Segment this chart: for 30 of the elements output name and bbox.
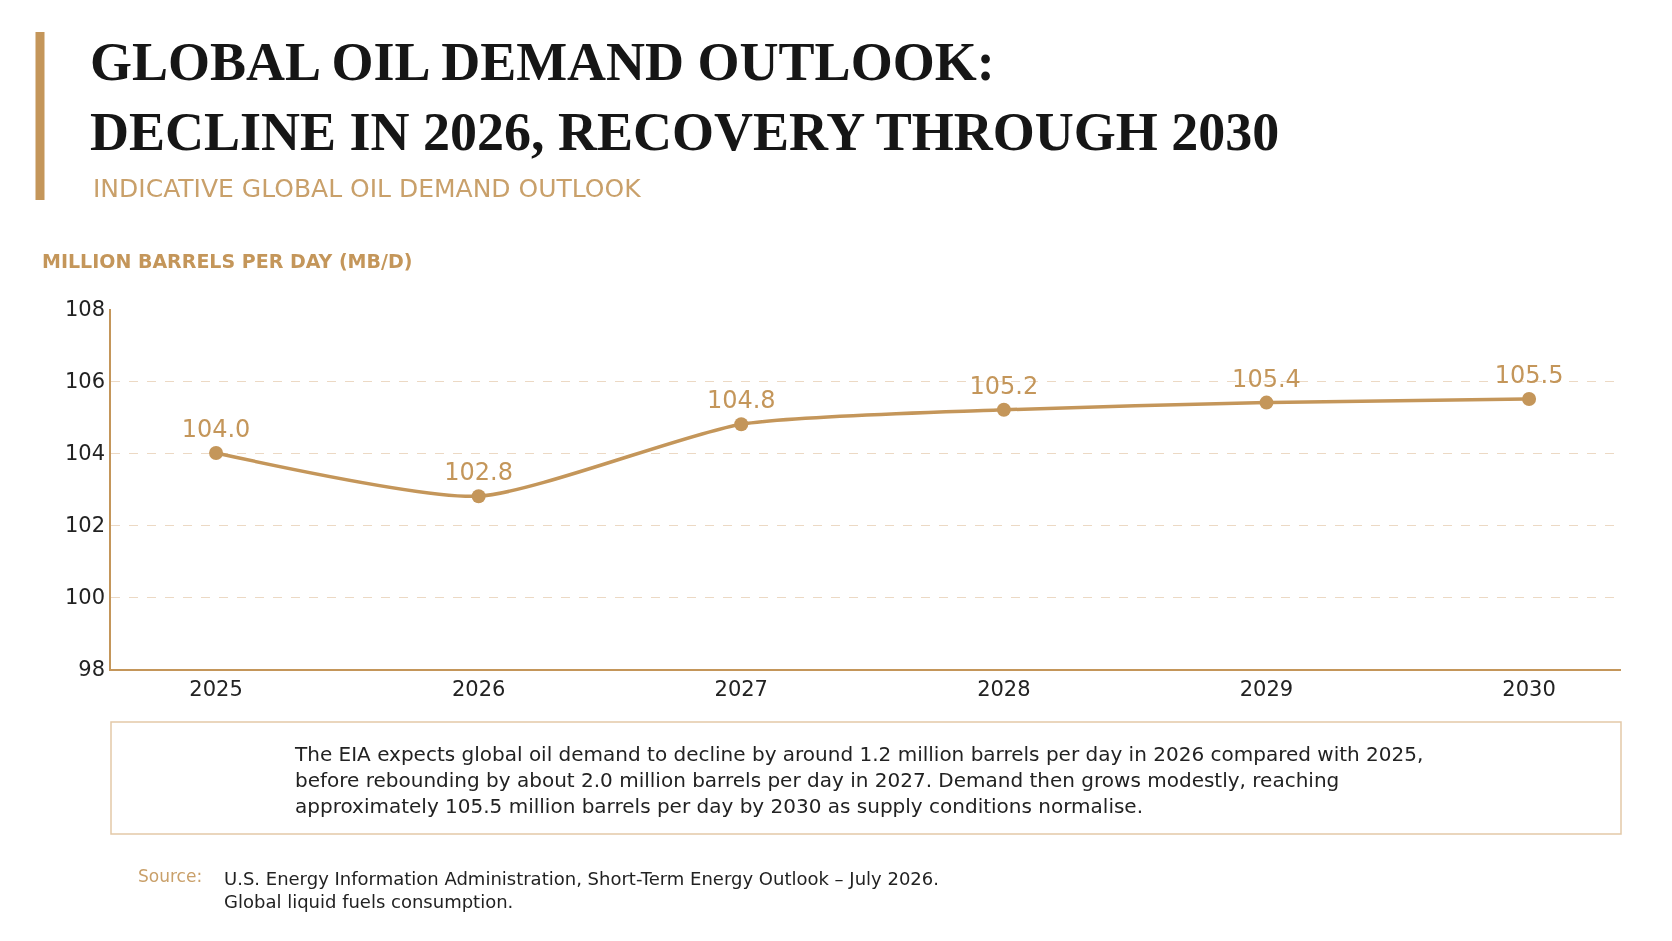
y-tick-label: 98 xyxy=(78,657,106,682)
point xyxy=(1522,392,1537,406)
data-label: 104.0 xyxy=(181,415,251,444)
x-tick-label: 2030 xyxy=(1502,676,1556,701)
point xyxy=(734,417,749,432)
x-tick-label: 2027 xyxy=(714,676,768,701)
point xyxy=(209,446,224,460)
point xyxy=(471,489,486,504)
data-label: 102.8 xyxy=(444,458,514,487)
x-tick-label: 2025 xyxy=(189,676,243,701)
text: U.S. Energy Information Administration, Short-Term Energy Outlook – July 2026. Global liquid fuels consumption. xyxy=(224,868,939,913)
x-tick-label: 2028 xyxy=(977,676,1031,701)
data-label: 105.4 xyxy=(1232,364,1301,393)
source-note: Source: xyxy=(138,866,203,886)
data-label: 105.5 xyxy=(1494,361,1564,390)
y-tick-label: 108 xyxy=(64,297,106,322)
data-label: 105.2 xyxy=(969,372,1039,401)
point xyxy=(1259,395,1274,410)
y-tick-label: 102 xyxy=(64,513,106,538)
x-tick-label: 2026 xyxy=(451,676,506,701)
point xyxy=(996,402,1011,417)
text: The EIA expects global oil demand to decline by around 1.2 million barrels per day in 2026 compared with 2025, before rebounding by about 2.0 million barrels per day in 2027. Demand then grows modestly, reaching approximately 105.5 million barrels per day by 2030 as supply conditions normalise. xyxy=(294,742,1424,818)
y-tick-label: 104 xyxy=(64,441,106,466)
y-tick-label: 106 xyxy=(64,369,106,394)
data-label: 104.8 xyxy=(706,386,776,415)
chart-title: GLOBAL OIL DEMAND OUTLOOK: DECLINE IN 2026, RECOVERY THROUGH 2030 xyxy=(90,32,1280,163)
y-axis-title: MILLION BARRELS PER DAY (MB/D) xyxy=(42,250,413,272)
chart-subtitle: INDICATIVE GLOBAL OIL DEMAND OUTLOOK xyxy=(93,174,642,203)
x-tick-label: 2029 xyxy=(1239,676,1294,701)
y-tick-label: 100 xyxy=(64,585,106,610)
